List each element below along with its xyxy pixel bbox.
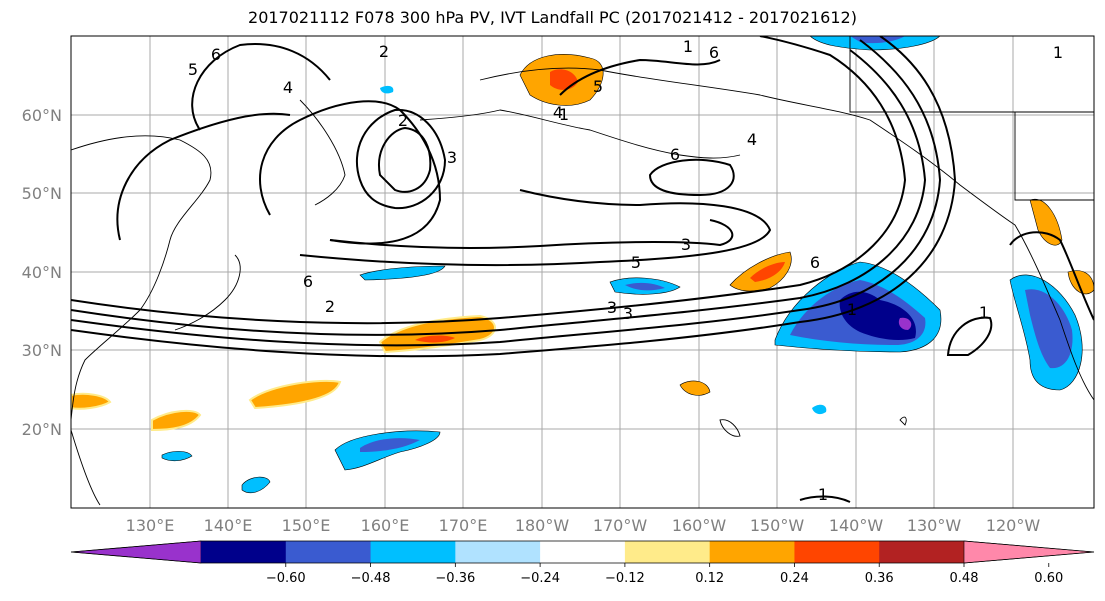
lon-label: 130°W [907,516,962,535]
plot-frame [70,35,1095,509]
colorbar-segment [455,541,541,563]
contour-label: 1 [1053,43,1063,62]
colorbar-tick-label: −0.60 [266,571,306,586]
lon-label: 140°W [829,516,884,535]
lat-label: 50°N [22,184,62,203]
contour-label: 1 [559,105,569,124]
colorbar-tick-label: 0.36 [865,571,894,586]
colorbar-extend-low [70,540,202,564]
lon-label: 150°E [282,516,331,535]
colorbar-tick-label: 0.60 [1034,571,1063,586]
colorbar-tick-label: −0.24 [520,571,560,586]
lon-label: 180°W [515,516,570,535]
contour-label: 2 [398,111,408,130]
colorbar-segment [624,541,711,563]
colorbar-tick-label: 0.24 [780,571,809,586]
latitude-labels: 60°N 50°N 40°N 30°N 20°N [22,106,62,439]
contour-label: 1 [683,37,693,56]
contour-label: 6 [709,43,719,62]
lat-label: 20°N [22,420,62,439]
colorbar-tick-label: 0.12 [695,571,724,586]
colorbar-outline [70,540,1095,564]
contour-label: 1 [847,300,857,319]
contour-label: 2 [325,297,335,316]
lon-label: 160°W [672,516,727,535]
longitude-labels: 130°E 140°E 150°E 160°E 170°E 180°W 170°W 160°W… [126,516,1041,535]
lat-label: 30°N [22,341,62,360]
contour-label: 2 [379,42,389,61]
colorbar-segment [794,541,880,563]
contour-label: 6 [303,272,313,291]
contour-label: 6 [810,253,820,272]
colorbar-tick-label: −0.36 [435,571,475,586]
contour-label: 3 [607,298,617,317]
colorbar-tick-label: −0.48 [351,571,391,586]
pv-contours [71,36,1094,503]
colorbar-extend-high [963,540,1095,564]
contour-label: 3 [447,148,457,167]
lon-label: 140°E [204,516,253,535]
contour-label: 1 [818,485,828,504]
lat-label: 40°N [22,263,62,282]
lon-label: 130°E [126,516,175,535]
lon-label: 170°E [439,516,488,535]
lon-label: 150°W [750,516,805,535]
contour-label: 3 [681,235,691,254]
lon-label: 160°E [361,516,410,535]
contour-label: 4 [283,78,293,97]
colorbar-tick-label: −0.12 [605,571,645,586]
contour-label: 4 [747,130,757,149]
contour-label: 5 [593,77,603,96]
contour-label: 6 [211,45,221,64]
colorbar-segment [540,541,626,563]
contour-label: 4 [553,103,563,122]
colorbar-segment [709,541,795,563]
contour-label: 3 [623,304,633,323]
lon-label: 170°W [593,516,648,535]
colorbar-segment [370,541,456,563]
colorbar: −0.60 −0.48 −0.36 −0.24 −0.12 0.12 0.24 0.36 0.4… [70,540,1095,586]
contour-label: 1 [979,303,989,322]
contour-label: 6 [670,145,680,164]
colorbar-segment [285,541,372,563]
colorbar-tick-label: 0.48 [950,571,979,586]
contour-label: 5 [631,253,641,272]
colorbar-segment [879,541,965,563]
map-title: 2017021112 F078 300 hPa PV, IVT Landfall… [248,8,857,27]
lon-label: 120°W [986,516,1041,535]
contour-label: 5 [188,60,198,79]
colorbar-segment [201,541,287,563]
lat-label: 60°N [22,106,62,125]
